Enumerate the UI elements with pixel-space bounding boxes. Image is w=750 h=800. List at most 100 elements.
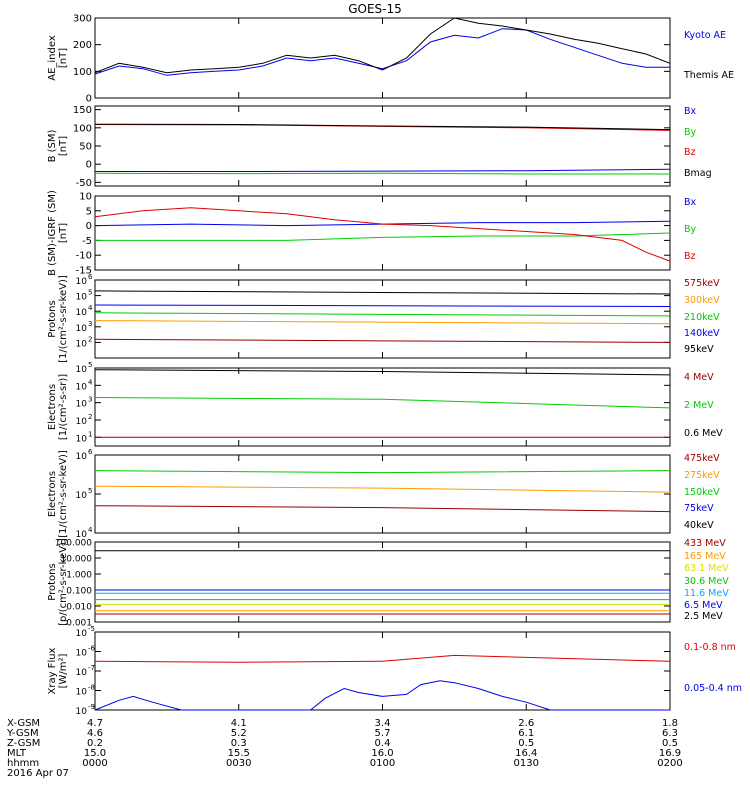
series-label: 275keV [684, 470, 720, 481]
series-line-95kev [94, 290, 671, 295]
y-axis-label: [nT] [58, 223, 69, 243]
series-label: 40keV [684, 520, 714, 531]
y-tick-label: 100.000 [55, 539, 92, 549]
y-tick-exponent: 6 [88, 273, 93, 281]
series-line-140kev [94, 304, 671, 307]
y-tick-label: 10 [76, 339, 88, 349]
series-label: By [684, 127, 697, 138]
y-tick-exponent: -5 [88, 625, 95, 633]
y-tick-exponent: 5 [88, 361, 92, 369]
y-tick-label: 10 [76, 365, 88, 375]
y-axis-label: B (SM) [47, 129, 58, 162]
y-axis-label: Protons [47, 563, 58, 600]
ephemeris-value: 6.1 [518, 728, 534, 739]
ephemeris-row-label: hhmm [7, 758, 39, 769]
y-axis-label: [1/(cm²-s-sr-keV)] [58, 275, 69, 363]
series-label: 11.6 MeV [684, 588, 729, 599]
panel-frame [94, 631, 671, 711]
y-tick-label: 10 [76, 434, 88, 444]
y-tick-label: 10 [79, 192, 92, 203]
series-label: Bx [684, 197, 697, 208]
ephemeris-value: 6.3 [662, 728, 678, 739]
y-tick-label: 10 [76, 324, 88, 334]
y-axis-label: [1/(cm²-s-sr)] [58, 374, 69, 440]
series-line-210kev [94, 312, 671, 317]
series-label: 475keV [684, 453, 720, 464]
y-tick-exponent: 1 [88, 430, 92, 438]
y-tick-label: 100 [73, 67, 92, 78]
y-axis-label: B (SM)-IGRF (SM) [47, 190, 58, 276]
y-tick-exponent: 5 [88, 289, 92, 297]
series-label: 2.5 MeV [684, 611, 723, 622]
panel-frame [94, 367, 671, 447]
panel-frame [94, 17, 671, 99]
y-tick-label: 10 [76, 452, 88, 462]
y-tick-exponent: 4 [88, 304, 93, 312]
ephemeris-row-label: Y-GSM [6, 728, 39, 739]
ephemeris-value: 15.5 [228, 748, 250, 759]
series-line-575kev [94, 338, 671, 343]
y-tick-label: 0.100 [66, 587, 92, 597]
y-tick-label: 10 [76, 277, 88, 287]
y-tick-label: 0 [86, 221, 92, 232]
y-tick-label: 10 [76, 382, 88, 392]
y-tick-label: -15 [76, 266, 92, 277]
ephemeris-value: 15.0 [84, 748, 106, 759]
y-tick-label: 0 [86, 94, 92, 105]
y-axis-label: Xray Flux [47, 647, 58, 694]
ephemeris-value: 0.2 [87, 738, 103, 749]
y-tick-exponent: -6 [88, 645, 96, 653]
ephemeris-row-label: Z-GSM [7, 738, 40, 749]
date-label: 2016 Apr 07 [7, 768, 69, 779]
y-tick-label: 10 [76, 491, 88, 501]
ephemeris-value: 0000 [82, 758, 107, 769]
y-tick-label: 10 [76, 308, 88, 318]
ephemeris-value: 0100 [370, 758, 395, 769]
y-axis-label: Electrons [47, 471, 58, 517]
y-tick-label: 10 [76, 649, 88, 659]
series-line-2-mev [94, 397, 671, 409]
ephemeris-value: 2.6 [518, 718, 534, 729]
y-tick-label: 150 [73, 105, 92, 116]
y-axis-label: [nT] [58, 136, 69, 156]
series-line-bx [94, 220, 671, 227]
y-tick-label: 10 [76, 668, 88, 678]
y-tick-exponent: 2 [88, 335, 92, 343]
series-line-bx [95, 168, 671, 172]
y-tick-label: 50 [79, 142, 92, 153]
series-label: Kyoto AE [684, 30, 726, 41]
y-tick-exponent: -7 [88, 664, 95, 672]
series-label: 300keV [684, 295, 720, 306]
y-tick-exponent: -8 [88, 684, 95, 692]
y-tick-label: 10 [76, 688, 88, 698]
ephemeris-value: 4.1 [231, 718, 247, 729]
series-label: 4 MeV [684, 372, 714, 383]
y-tick-label: 10 [76, 400, 88, 410]
series-label: 30.6 MeV [684, 576, 729, 587]
series-line-150kev [94, 470, 671, 474]
series-label: 95keV [684, 344, 714, 355]
y-tick-label: -5 [82, 236, 92, 247]
ephemeris-value: 0130 [514, 758, 539, 769]
y-tick-label: 300 [73, 14, 92, 25]
ephemeris-value: 5.7 [375, 728, 391, 739]
series-line-by [94, 172, 670, 175]
ephemeris-value: 0.4 [375, 738, 391, 749]
y-axis-label: [1/(cm²-s-sr-keV)] [58, 450, 69, 538]
y-tick-label: 0 [86, 160, 92, 171]
y-tick-label: -50 [76, 178, 92, 189]
series-label: Bx [684, 106, 697, 117]
ephemeris-value: 3.4 [375, 718, 391, 729]
y-tick-label: 0.010 [66, 603, 92, 613]
series-label: 0.05-0.4 nm [684, 683, 742, 694]
ephemeris-value: 4.7 [87, 718, 103, 729]
y-axis-label: [W/m²] [58, 653, 69, 688]
y-tick-exponent: -9 [88, 703, 95, 711]
series-label: 63.1 MeV [684, 563, 729, 574]
ephemeris-value: 16.9 [659, 748, 681, 759]
series-line-themis-ae [94, 17, 671, 74]
panel-frame [94, 195, 671, 271]
y-axis-label: Protons [47, 300, 58, 337]
chart-title: GOES-15 [348, 2, 402, 16]
y-axis-label: Electrons [47, 384, 58, 430]
